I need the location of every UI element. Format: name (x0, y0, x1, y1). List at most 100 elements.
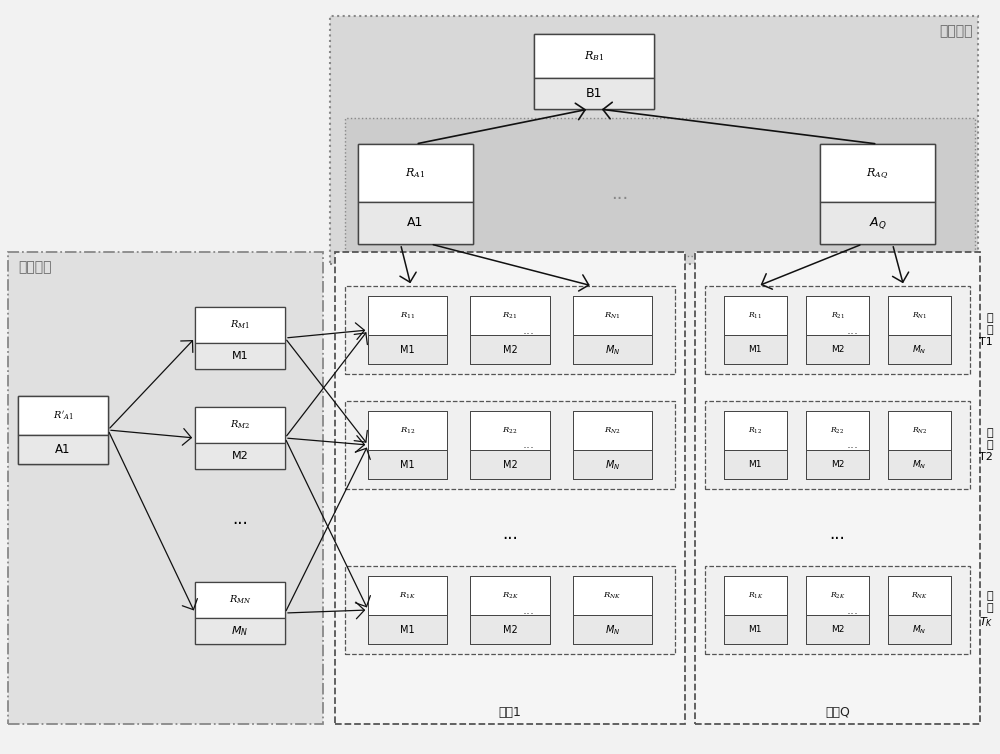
Text: $R_{NK}$: $R_{NK}$ (603, 590, 621, 601)
Bar (806, 576, 869, 615)
Bar (888, 411, 951, 480)
Bar (368, 576, 447, 615)
Text: $R_{21}$: $R_{21}$ (502, 311, 518, 320)
Text: 时间粒度: 时间粒度 (18, 260, 52, 274)
Text: ...: ... (846, 323, 858, 336)
Bar (573, 411, 652, 450)
Bar (888, 576, 951, 645)
Bar (888, 576, 951, 615)
Text: $R_{A1}$: $R_{A1}$ (405, 166, 426, 180)
Text: ...: ... (522, 323, 534, 336)
Bar (820, 202, 935, 244)
Bar (534, 78, 654, 109)
Bar (705, 566, 970, 654)
Text: ...: ... (522, 439, 534, 452)
Text: M1: M1 (749, 345, 762, 354)
Bar (470, 411, 550, 480)
Bar (820, 144, 935, 244)
Bar (358, 144, 473, 244)
Text: $R_{M1}$: $R_{M1}$ (230, 319, 250, 331)
Bar (724, 576, 787, 615)
Bar (8, 252, 323, 724)
Bar (888, 336, 951, 364)
Bar (573, 450, 652, 480)
Bar (573, 576, 652, 645)
Bar (806, 615, 869, 645)
Text: $R_{22}$: $R_{22}$ (502, 425, 518, 436)
Text: ...: ... (846, 603, 858, 617)
Bar (806, 411, 869, 480)
Text: $M_N$: $M_N$ (605, 343, 620, 357)
Text: 台区Q: 台区Q (825, 706, 850, 719)
Text: A1: A1 (55, 443, 71, 456)
Bar (724, 411, 787, 450)
Bar (470, 296, 550, 336)
Bar (195, 307, 285, 343)
Text: $M_N$: $M_N$ (912, 344, 927, 356)
Bar (195, 343, 285, 369)
Bar (345, 401, 675, 489)
Text: 时
间
T2: 时 间 T2 (979, 428, 993, 461)
Bar (724, 411, 787, 480)
Text: $R'_{A1}$: $R'_{A1}$ (53, 409, 73, 422)
Text: M2: M2 (503, 625, 517, 635)
Text: ...: ... (502, 525, 518, 543)
Text: ...: ... (611, 185, 629, 203)
Text: $M_N$: $M_N$ (605, 458, 620, 472)
Text: $R_{11}$: $R_{11}$ (748, 311, 762, 320)
Bar (470, 296, 550, 364)
Text: $R_{11}$: $R_{11}$ (400, 311, 415, 320)
Text: $R_{22}$: $R_{22}$ (830, 425, 845, 436)
Bar (330, 16, 978, 264)
Bar (573, 296, 652, 336)
Bar (806, 296, 869, 364)
Text: $R_{12}$: $R_{12}$ (748, 425, 762, 436)
Text: M1: M1 (400, 460, 415, 470)
Text: $R_{MN}$: $R_{MN}$ (229, 593, 251, 606)
Text: ...: ... (830, 525, 845, 543)
Bar (195, 443, 285, 469)
Text: $A_Q$: $A_Q$ (869, 215, 886, 231)
Text: M1: M1 (232, 351, 248, 361)
Text: B1: B1 (586, 87, 602, 100)
Text: M2: M2 (831, 345, 844, 354)
Text: $R_{1K}$: $R_{1K}$ (748, 590, 763, 601)
Bar (888, 450, 951, 480)
Bar (470, 411, 550, 450)
Text: M1: M1 (749, 625, 762, 634)
Bar (888, 615, 951, 645)
Bar (888, 296, 951, 364)
Text: $M_N$: $M_N$ (912, 624, 927, 636)
Bar (534, 34, 654, 109)
Bar (195, 407, 285, 469)
Bar (888, 411, 951, 450)
Text: $M_N$: $M_N$ (231, 624, 249, 638)
Bar (345, 566, 675, 654)
Text: $R_{N2}$: $R_{N2}$ (604, 425, 621, 436)
Bar (345, 286, 675, 374)
Bar (573, 411, 652, 480)
Text: 台区1: 台区1 (499, 706, 521, 719)
Text: $M_N$: $M_N$ (912, 458, 927, 471)
Bar (18, 396, 108, 436)
Bar (695, 252, 980, 724)
Text: $R_{N2}$: $R_{N2}$ (912, 425, 927, 436)
Text: M1: M1 (749, 461, 762, 470)
Text: $R_{12}$: $R_{12}$ (400, 425, 415, 436)
Bar (195, 307, 285, 369)
Bar (470, 576, 550, 615)
Bar (724, 450, 787, 480)
Bar (195, 582, 285, 644)
Bar (573, 296, 652, 364)
Text: $R_{N1}$: $R_{N1}$ (912, 311, 927, 320)
Bar (573, 336, 652, 364)
Bar (368, 336, 447, 364)
Text: $M_N$: $M_N$ (605, 623, 620, 637)
Text: M2: M2 (503, 460, 517, 470)
Text: $R_{2K}$: $R_{2K}$ (502, 590, 518, 601)
Bar (724, 615, 787, 645)
Text: A1: A1 (407, 216, 424, 229)
Text: M1: M1 (400, 625, 415, 635)
Bar (705, 401, 970, 489)
Bar (18, 396, 108, 464)
